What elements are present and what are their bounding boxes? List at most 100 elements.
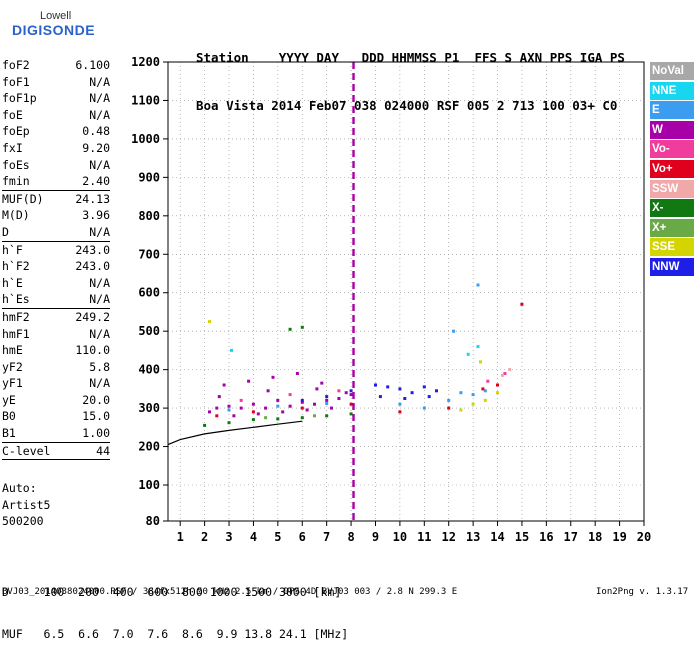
param-value: 6.100 (75, 58, 110, 72)
echo-point (239, 398, 243, 402)
param-row: M(D) 3.96 (2, 207, 110, 224)
legend-item-vo: Vo+ (650, 159, 694, 178)
param-row: foEs N/A (2, 157, 110, 174)
note-line-3: 500200 (2, 514, 44, 528)
echo-point (483, 398, 487, 402)
echo-point (344, 391, 348, 395)
param-separator (2, 459, 110, 461)
y-tick-label: 600 (138, 286, 160, 300)
note-line-2: Artist5 (2, 497, 51, 512)
series-x (264, 414, 316, 420)
param-value: 0.48 (82, 124, 110, 139)
x-tick-label: 6 (299, 530, 306, 544)
param-value: 249.2 (75, 309, 110, 324)
echo-point (476, 283, 480, 287)
series-vo (215, 302, 524, 418)
echo-point (230, 348, 233, 352)
direction-legend: NoVal NNE E W Vo- Vo+ SSW X- X+ SSE NNW (650, 62, 694, 278)
y-tick-label: 300 (138, 401, 160, 415)
distance-row: D 100 200 400 600 800 1000 1500 3000 [km… (2, 585, 342, 599)
echo-point (266, 389, 270, 393)
param-value: 20.0 (82, 392, 110, 407)
param-row: h`F2 243.0 (2, 258, 110, 275)
echo-point (486, 379, 490, 383)
echo-point (313, 414, 316, 418)
param-separator (2, 441, 110, 443)
echo-point (386, 385, 390, 389)
echo-point (203, 423, 207, 427)
echo-point (325, 398, 329, 402)
y-tick-label: 400 (138, 363, 160, 377)
echo-point (459, 391, 463, 395)
param-value: N/A (89, 326, 110, 341)
param-name: foEs (2, 157, 30, 172)
version-footer: Ion2Png v. 1.3.17 (596, 587, 689, 597)
param-row: D N/A (2, 224, 110, 241)
param-row: h`E N/A (2, 275, 110, 292)
param-name: h`F (2, 242, 23, 257)
x-tick-label: 12 (441, 530, 455, 544)
x-tick-label: 17 (564, 530, 578, 544)
echo-point (427, 395, 431, 399)
param-row: foF1 N/A (2, 74, 110, 91)
y-tick-label: 900 (138, 170, 160, 184)
autoscaling-note: Auto: Artist5 500200 (2, 480, 50, 530)
echo-point (330, 406, 333, 410)
chart-axes: 1 2 3 4 5 6 7 8 9 10 11 12 13 14 15 16 17 18 19 20801002003… (131, 55, 651, 544)
param-value: 44 (96, 443, 110, 458)
param-name: MUF(D) (2, 191, 44, 206)
param-value: 110.0 (75, 343, 110, 358)
param-row: C-level 44 (2, 443, 110, 460)
param-name: foE (2, 107, 23, 122)
param-row: hmF1 N/A (2, 326, 110, 343)
echo-point (398, 410, 402, 414)
param-row: hmF2 249.2 (2, 309, 110, 326)
x-tick-label: 20 (637, 530, 651, 544)
legend-item-x: X- (650, 199, 694, 218)
y-tick-label: 80 (146, 514, 160, 528)
param-row: h`Es N/A (2, 291, 110, 308)
legend-item-w: W (650, 120, 694, 139)
echo-point (222, 383, 226, 387)
echo-point (300, 406, 304, 410)
plot-frame (167, 61, 645, 522)
header-values-line: Boa Vista 2014 Feb07 038 024000 RSF 005 … (196, 98, 618, 113)
muf-row: MUF 6.5 6.6 7.0 7.6 8.6 9.9 13.8 24.1 [M… (2, 627, 349, 641)
param-value: 9.20 (82, 140, 110, 155)
echo-point (251, 418, 255, 422)
echo-point (479, 360, 482, 364)
param-name: fmin (2, 174, 30, 189)
echo-point (320, 381, 324, 385)
legend-item-noval: NoVal (650, 62, 694, 80)
x-tick-label: 15 (515, 530, 529, 544)
echo-point (288, 404, 292, 408)
legend-item-nne: NNE (650, 81, 694, 100)
param-value: 3.96 (82, 208, 110, 223)
x-tick-label: 13 (466, 530, 480, 544)
echo-point (264, 406, 268, 410)
echo-point (378, 395, 382, 399)
param-name: B1 (2, 426, 16, 441)
logo-top-text: Lowell (40, 10, 72, 22)
echo-point (422, 385, 426, 389)
param-name: foF2 (2, 58, 30, 72)
param-row: yF1 N/A (2, 375, 110, 392)
echo-point (496, 383, 499, 387)
muf-distance-table: D 100 200 400 600 800 1000 1500 3000 [km… (2, 557, 348, 655)
trace-curve (167, 420, 303, 446)
y-tick-label: 1100 (131, 93, 160, 107)
echo-point (483, 389, 487, 393)
x-tick-label: 16 (539, 530, 553, 544)
param-row: MUF(D) 24.13 (2, 191, 110, 208)
param-value: 243.0 (75, 242, 110, 257)
legend-item-vo: Vo- (650, 140, 694, 159)
param-name: fxI (2, 140, 23, 155)
series-nne (230, 345, 480, 356)
echo-point (281, 410, 285, 414)
param-name: yF1 (2, 376, 23, 391)
param-row: yF2 5.8 (2, 359, 110, 376)
echo-point (471, 393, 475, 397)
echo-point (447, 406, 451, 410)
echo-point (215, 406, 219, 410)
echo-point (276, 417, 280, 421)
